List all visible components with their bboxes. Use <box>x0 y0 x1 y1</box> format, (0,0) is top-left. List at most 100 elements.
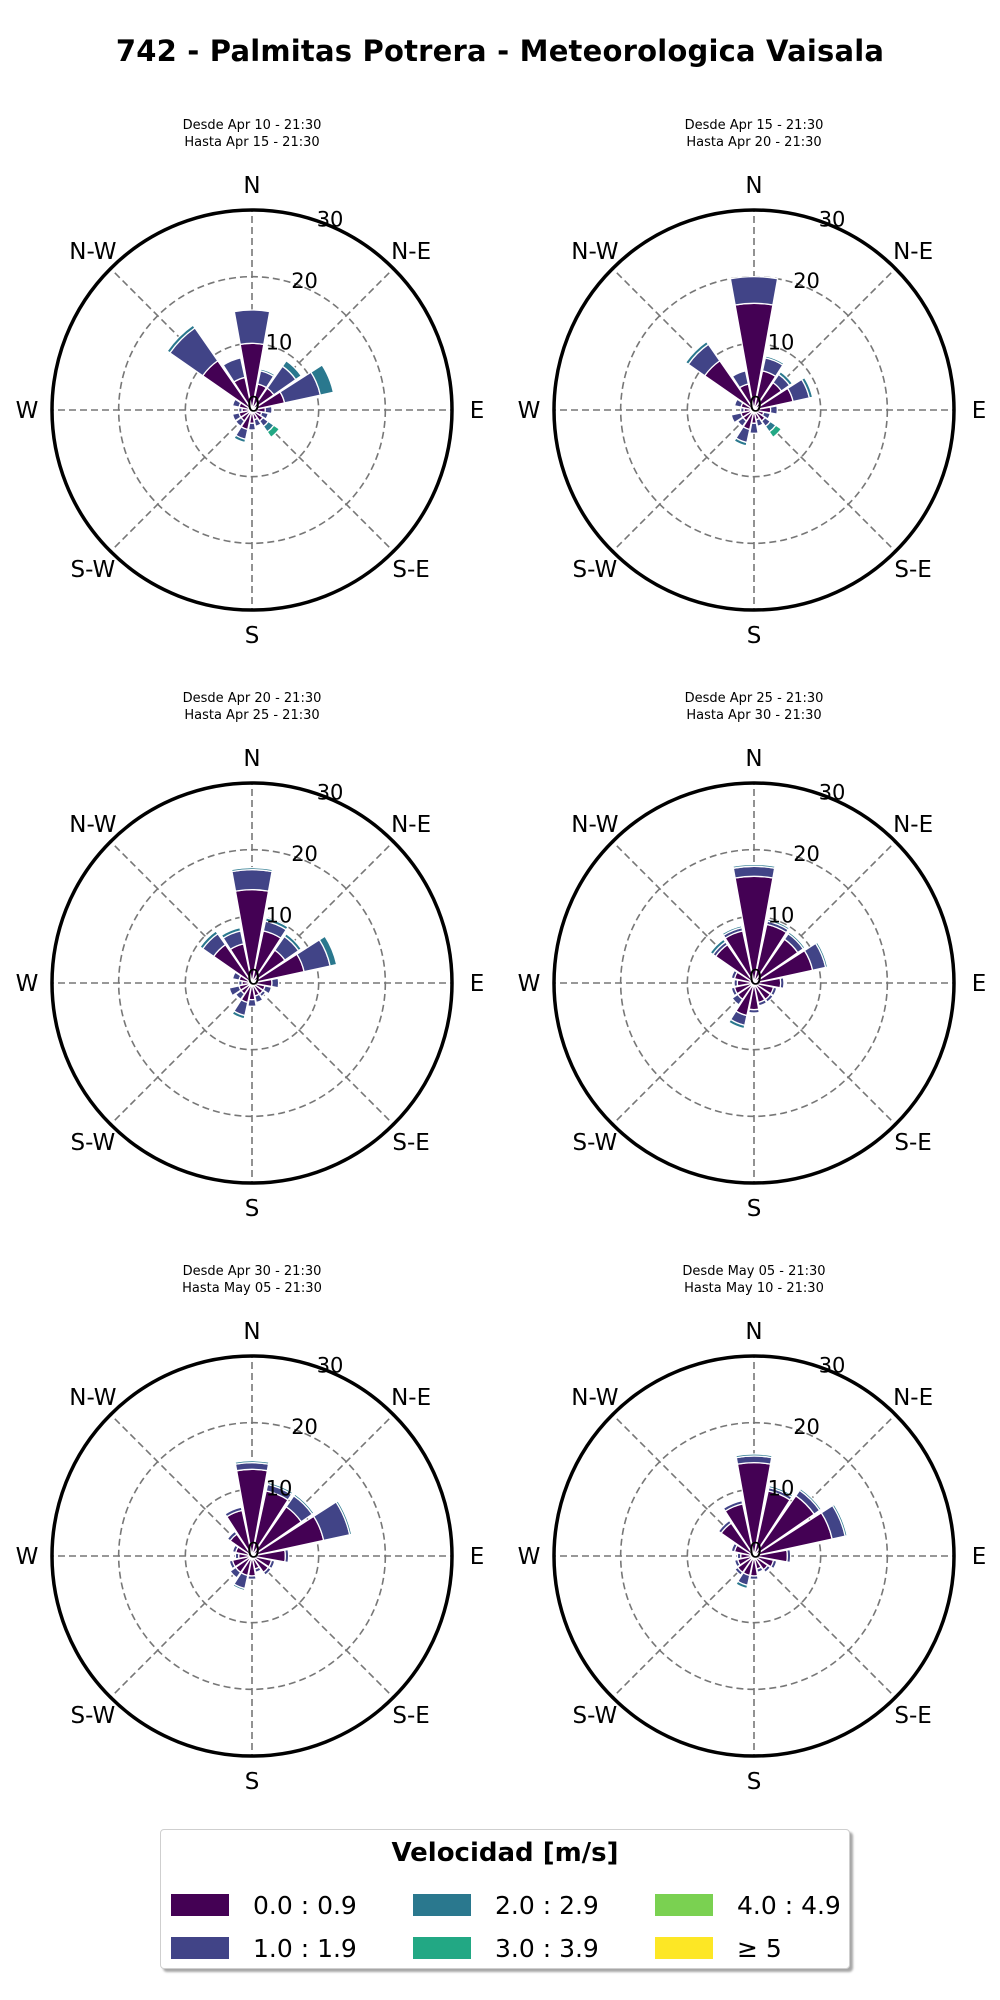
windrose-1-spoke-225 <box>110 409 253 552</box>
windrose-1-direction-label-N-W: N-W <box>69 239 116 265</box>
windrose-6-bar-112.5-bin-2 <box>769 1559 778 1570</box>
windrose-4: Desde Apr 25 - 21:30 Hasta Apr 30 - 21:30… <box>518 691 987 1222</box>
legend-swatch-bin-5 <box>655 1894 713 1916</box>
windrose-4-radial-label-10: 10 <box>768 904 795 928</box>
windrose-5-bar-0-bin-3 <box>234 1460 270 1465</box>
figure-title: 742 - Palmitas Potrera - Meteorologica V… <box>115 34 885 68</box>
windrose-1-radial-label-0: 0 <box>247 392 260 416</box>
windrose-6-subtitle-line-2: Hasta May 10 - 21:30 <box>684 1281 824 1296</box>
windrose-5-bar-112.5-bin-2 <box>267 1559 276 1570</box>
windrose-1-direction-label-S: S <box>245 623 260 649</box>
windrose-1-bar-292.5-bin-2 <box>231 398 242 408</box>
windrose-5-subtitle-line-1: Desde Apr 30 - 21:30 <box>183 1264 322 1279</box>
windrose-4-bar-22.5-bin-3 <box>766 918 791 931</box>
legend-label-bin-2: 1.0 : 1.9 <box>253 1933 357 1963</box>
windrose-2-direction-label-S-W: S-W <box>573 557 618 583</box>
windrose-2-subtitle-line-2: Hasta Apr 20 - 21:30 <box>686 135 821 150</box>
windrose-2-bar-315-bin-3 <box>684 340 710 366</box>
windrose-4-bar-270-bin-2 <box>733 978 739 988</box>
windrose-6-direction-label-N-E: N-E <box>893 1385 933 1411</box>
windrose-1-radial-label-10: 10 <box>266 331 293 355</box>
windrose-5-spoke-135 <box>251 1555 394 1698</box>
windrose-3-radial-label-0: 0 <box>247 965 260 989</box>
legend-item-bin-5: 4.0 : 4.9 <box>655 1889 841 1921</box>
windrose-4-direction-label-N-E: N-E <box>893 812 933 838</box>
windrose-1-radial-label-30: 30 <box>317 208 344 232</box>
windrose-3-direction-label-S-E: S-E <box>392 1130 429 1156</box>
windrose-3-direction-label-N-W: N-W <box>69 812 116 838</box>
windrose-3-frame <box>50 781 454 1185</box>
windrose-3-bar-67.5-bin-3 <box>318 935 338 967</box>
windrose-2-bar-135-bin-4 <box>768 424 783 439</box>
windrose-3: Desde Apr 20 - 21:30 Hasta Apr 25 - 21:30… <box>16 691 485 1222</box>
windrose-4-bar-247.5-bin-2 <box>730 986 739 997</box>
legend-label-bin-3: 2.0 : 2.9 <box>495 1890 599 1920</box>
windrose-5-bar-270-bin-2 <box>234 1552 240 1560</box>
legend-item-bin-6: ≥ 5 <box>655 1932 782 1964</box>
windrose-3-radial-label-20: 20 <box>291 842 318 866</box>
windrose-2-radial-label-30: 30 <box>819 208 846 232</box>
legend-label-bin-4: 3.0 : 3.9 <box>495 1933 599 1963</box>
windrose-5-frame <box>50 1354 454 1758</box>
windrose-4-bar-292.5-bin-2 <box>730 969 739 980</box>
windrose-4-radial-label-30: 30 <box>819 781 846 805</box>
windrose-6-bar-180-bin-2 <box>749 1574 759 1580</box>
windrose-2-bar-202.5-bin-3 <box>733 437 748 447</box>
windrose-6-direction-label-W: W <box>518 1544 541 1570</box>
windrose-4-bar-135-bin-2 <box>764 993 775 1004</box>
legend-swatch-bin-3 <box>413 1894 471 1916</box>
windrose-4-bar-202.5-bin-3 <box>727 1018 746 1030</box>
windrose-4-bar-337.5-bin-3 <box>721 924 743 937</box>
windrose-6-bar-315-bin-2 <box>717 1519 733 1535</box>
windrose-2-bar-247.5-bin-2 <box>730 412 744 424</box>
windrose-5-bar-22.5-bin-3 <box>266 1481 294 1496</box>
windrose-2-radial-label-20: 20 <box>793 269 820 293</box>
windrose-5-bar-202.5-bin-3 <box>232 1583 246 1592</box>
windrose-2-bar-180-bin-2 <box>749 422 759 434</box>
windrose-2-direction-label-W: W <box>518 398 541 424</box>
windrose-3-bar-315-bin-3 <box>199 930 219 950</box>
windrose-4-spoke-135 <box>753 982 896 1125</box>
windrose-5-subtitle-line-2: Hasta May 05 - 21:30 <box>182 1281 322 1296</box>
windrose-6-direction-label-N-W: N-W <box>571 1385 618 1411</box>
legend-label-bin-5: 4.0 : 4.9 <box>737 1890 841 1920</box>
windrose-5-bar-315-bin-2 <box>226 1530 238 1542</box>
windrose-3-bar-180-bin-2 <box>247 998 257 1007</box>
windrose-5-direction-label-N-E: N-E <box>391 1385 431 1411</box>
windrose-5-bar-247.5-bin-2 <box>228 1559 237 1570</box>
legend-swatch-bin-1 <box>171 1894 229 1916</box>
legend-label-bin-1: 0.0 : 0.9 <box>253 1890 357 1920</box>
windrose-6-frame <box>552 1354 956 1758</box>
windrose-3-bar-0-bin-2 <box>231 869 273 892</box>
windrose-5-radial-label-0: 0 <box>247 1538 260 1562</box>
windrose-1-bar-45-bin-3 <box>281 359 303 381</box>
windrose-2-bar-0-bin-2 <box>729 276 779 306</box>
windrose-2-radial-label-10: 10 <box>768 331 795 355</box>
windrose-2-bar-22.5-bin-3 <box>764 355 785 367</box>
windrose-3-bar-0-bin-3 <box>230 867 274 873</box>
windrose-6-bar-45-bin-3 <box>798 1487 823 1512</box>
windrose-6-bar-225-bin-2 <box>733 1566 744 1577</box>
windrose-1-bar-180-bin-2 <box>247 422 257 431</box>
windrose-2-frame <box>552 208 956 612</box>
windrose-1-bar-0-bin-2 <box>233 309 271 346</box>
windrose-2-spoke-225 <box>612 409 755 552</box>
windrose-1-direction-label-S-E: S-E <box>392 557 429 583</box>
windrose-5-direction-label-S: S <box>245 1769 260 1795</box>
windrose-2-direction-label-E: E <box>972 398 987 424</box>
windrose-6-bar-135-bin-2 <box>762 1564 772 1574</box>
windrose-1-bar-337.5-bin-2 <box>222 357 246 383</box>
windrose-1-frame <box>50 208 454 612</box>
windrose-3-subtitle-line-1: Desde Apr 20 - 21:30 <box>183 691 322 706</box>
windrose-6-radial-label-20: 20 <box>793 1415 820 1439</box>
windrose-1-direction-label-S-W: S-W <box>71 557 116 583</box>
windrose-1-direction-label-W: W <box>16 398 39 424</box>
windrose-5-bar-67.5-bin-3 <box>335 1500 353 1536</box>
windrose-4-bar-315-bin-3 <box>709 938 727 956</box>
windrose-1: Desde Apr 10 - 21:30 Hasta Apr 15 - 21:30… <box>16 118 485 649</box>
windrose-6-bar-270-bin-2 <box>736 1552 742 1560</box>
windrose-3-direction-label-W: W <box>16 971 39 997</box>
windrose-4-bar-157.5-bin-2 <box>757 998 768 1007</box>
legend-swatch-bin-6 <box>655 1937 713 1959</box>
windrose-4-subtitle-line-1: Desde Apr 25 - 21:30 <box>685 691 824 706</box>
